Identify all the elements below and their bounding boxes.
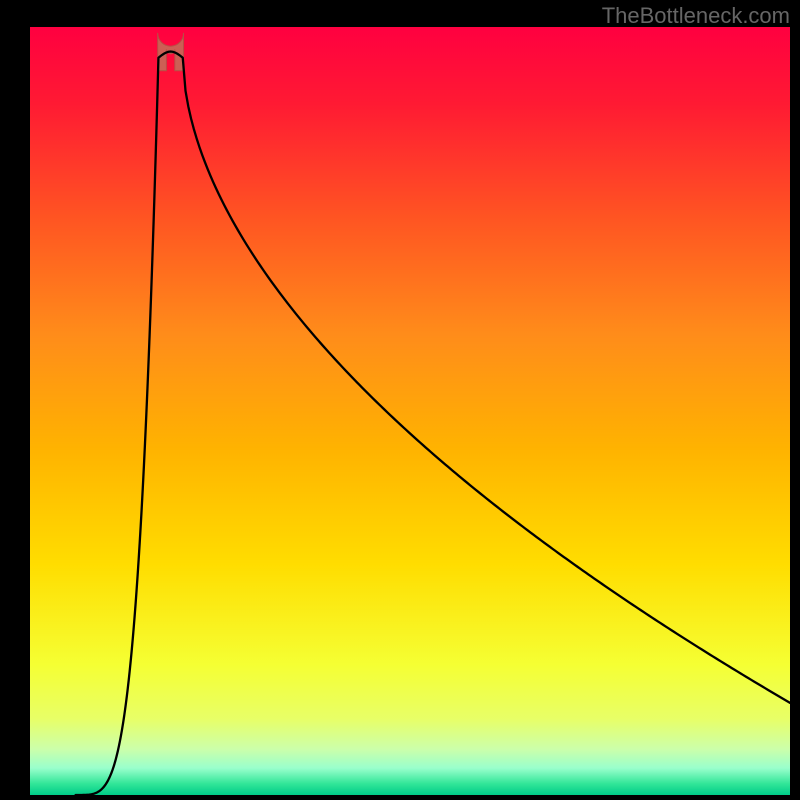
- bottleneck-chart: [0, 0, 800, 800]
- chart-stage: TheBottleneck.com: [0, 0, 800, 800]
- chart-plot-area: [30, 27, 790, 795]
